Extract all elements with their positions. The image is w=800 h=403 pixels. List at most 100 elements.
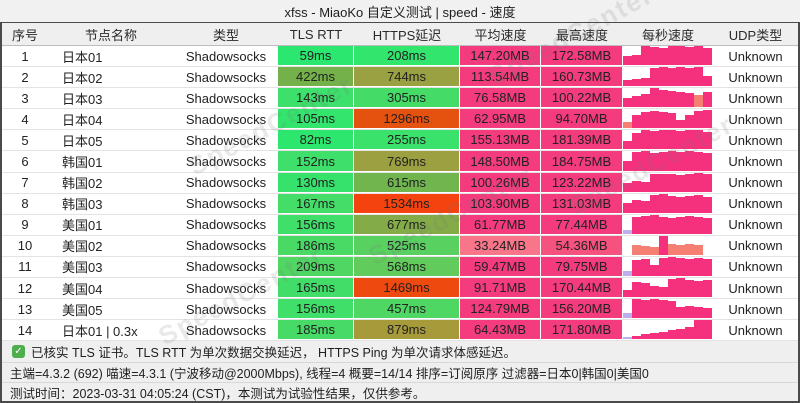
speed-bar: [623, 79, 632, 87]
verified-check-icon: ✓: [12, 345, 25, 358]
speed-bar: [667, 91, 677, 108]
row-https-delay: 457ms: [354, 299, 459, 319]
speed-bar: [703, 110, 713, 129]
row-max-speed: 100.22MB: [541, 88, 622, 108]
col-header-avg: 平均速度: [474, 27, 527, 43]
col-header-type: 类型: [212, 27, 239, 43]
row-avg-speed: 147.20MB: [460, 46, 540, 66]
speed-bar: [703, 75, 713, 87]
speed-bar: [676, 46, 686, 66]
speed-bar: [631, 133, 641, 150]
speed-bar: [623, 161, 632, 171]
row-avg-speed: 113.54MB: [460, 67, 540, 87]
speed-bar: [694, 306, 704, 319]
row-type: Shadowsocks: [185, 132, 267, 148]
row-speed-per-second-chart: [623, 320, 713, 340]
speed-bar: [703, 174, 713, 192]
row-tls-rtt: 143ms: [278, 88, 353, 108]
speed-bar: [694, 130, 704, 150]
speed-bar: [703, 217, 713, 234]
row-avg-speed: 76.58MB: [460, 88, 540, 108]
speed-bar: [676, 92, 686, 108]
speed-bar: [694, 280, 704, 298]
row-avg-speed: 59.47MB: [460, 256, 540, 277]
speed-bar: [623, 230, 632, 234]
speed-bar: [640, 151, 650, 171]
speed-bar: [658, 193, 668, 213]
speed-bar: [649, 174, 659, 192]
row-https-delay: 615ms: [354, 172, 459, 192]
speed-bar: [667, 174, 677, 192]
row-node-name: 美国02: [62, 239, 103, 255]
row-speed-per-second-chart: [623, 256, 713, 277]
speed-bar: [623, 203, 632, 213]
speed-bar: [631, 259, 641, 277]
speed-bar: [631, 95, 641, 108]
footer-line-timestamp: 测试时间：2023-03-31 04:05:24 (CST)，本测试为试验性结果…: [2, 382, 798, 402]
table-row: 6 韩国01 Shadowsocks 152ms 769ms 148.50MB …: [2, 151, 798, 173]
speed-bar: [658, 90, 668, 108]
speed-bar: [649, 88, 659, 108]
row-speed-per-second-chart: [623, 130, 713, 150]
speed-bar: [658, 235, 668, 255]
row-seq: 14: [17, 322, 33, 338]
row-udp-type: Unknown: [728, 322, 783, 338]
speed-bar: [631, 299, 641, 319]
speed-bar: [658, 173, 668, 192]
speed-bar: [631, 54, 641, 66]
speed-bar: [658, 286, 668, 298]
speed-bar: [667, 46, 677, 66]
config-text: 主端=4.3.2 (692) 喵速=4.3.1 (宁波移动@2000Mbps),…: [10, 366, 649, 381]
row-tls-rtt: 186ms: [278, 235, 353, 255]
row-node-name: 日本05: [62, 133, 103, 149]
speed-bar: [640, 182, 650, 192]
row-avg-speed: 62.95MB: [460, 109, 540, 129]
speed-bar: [667, 301, 677, 319]
row-node-name: 日本03: [62, 91, 103, 107]
row-tls-rtt: 130ms: [278, 172, 353, 192]
page-title: xfss - MiaoKo 自定义测试 | speed - 速度: [0, 0, 800, 22]
speed-bar: [685, 115, 695, 129]
row-type: Shadowsocks: [185, 69, 267, 85]
speed-bar: [640, 215, 650, 234]
table-row: 3 日本03 Shadowsocks 143ms 305ms 76.58MB 1…: [2, 88, 798, 110]
row-https-delay: 568ms: [354, 256, 459, 277]
row-speed-per-second-chart: [623, 214, 713, 234]
row-tls-rtt: 167ms: [278, 193, 353, 213]
row-seq: 2: [21, 69, 29, 85]
row-udp-type: Unknown: [728, 301, 783, 317]
row-avg-speed: 64.43MB: [460, 320, 540, 340]
speed-bar: [676, 328, 686, 340]
speed-bar: [694, 94, 704, 108]
speed-bar: [703, 258, 713, 277]
row-avg-speed: 100.26MB: [460, 172, 540, 192]
row-speed-per-second-chart: [623, 46, 713, 66]
table-row: 5 日本05 Shadowsocks 82ms 255ms 155.13MB 1…: [2, 130, 798, 152]
row-node-name: 日本01 | 0.3x: [62, 323, 138, 339]
row-avg-speed: 155.13MB: [460, 130, 540, 150]
speed-bar: [676, 152, 686, 171]
row-avg-speed: 103.90MB: [460, 193, 540, 213]
row-seq: 7: [21, 175, 29, 191]
speed-bar: [667, 130, 677, 150]
row-seq: 5: [21, 132, 29, 148]
speed-bar: [658, 112, 668, 129]
row-seq: 1: [21, 48, 29, 64]
speed-bar: [694, 216, 704, 234]
speed-bar: [623, 97, 632, 108]
speed-bar: [703, 132, 713, 150]
speed-bar: [676, 216, 686, 234]
row-https-delay: 208ms: [354, 46, 459, 66]
timestamp-text: 测试时间：2023-03-31 04:05:24 (CST)，本测试为试验性结果…: [10, 387, 426, 402]
speed-bar: [631, 336, 641, 340]
speed-bar: [623, 55, 632, 66]
row-node-name: 韩国03: [62, 197, 103, 213]
speed-bar: [667, 217, 677, 234]
row-tls-rtt: 59ms: [278, 46, 353, 66]
speed-bar: [631, 152, 641, 171]
speed-bar: [649, 111, 659, 129]
tls-note-text: 已核实 TLS 证书。TLS RTT 为单次数据交换延迟， HTTPS Ping…: [31, 346, 516, 360]
speed-bar: [703, 92, 713, 108]
table-row: 7 韩国02 Shadowsocks 130ms 615ms 100.26MB …: [2, 172, 798, 194]
